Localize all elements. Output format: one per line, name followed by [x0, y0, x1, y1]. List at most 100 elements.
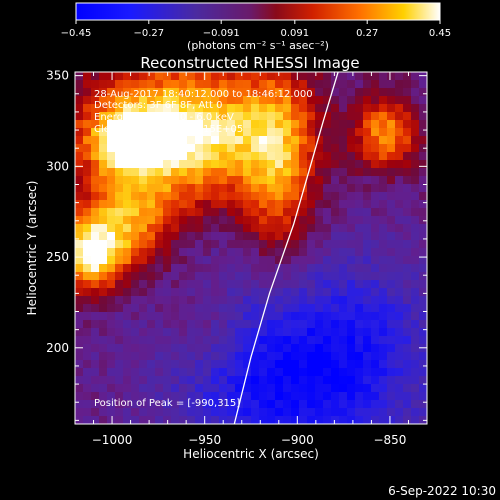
heatmap-cell	[99, 160, 108, 169]
heatmap-cell	[155, 160, 164, 169]
heatmap-cell	[131, 248, 140, 257]
heatmap-cell	[291, 88, 300, 97]
heatmap-cell	[243, 400, 252, 409]
heatmap-cell	[251, 208, 260, 217]
heatmap-cell	[219, 280, 228, 289]
heatmap-cell	[363, 392, 372, 401]
heatmap-cell	[299, 296, 308, 305]
heatmap-cell	[347, 88, 356, 97]
heatmap-cell	[419, 184, 427, 193]
heatmap-cell	[171, 280, 180, 289]
heatmap-cell	[131, 240, 140, 249]
heatmap-cell	[411, 296, 420, 305]
heatmap-cell	[227, 400, 236, 409]
heatmap-cell	[315, 320, 324, 329]
heatmap-cell	[339, 328, 348, 337]
heatmap-cell	[347, 264, 356, 273]
heatmap-cell	[243, 72, 252, 81]
heatmap-cell	[339, 104, 348, 113]
heatmap-cell	[243, 256, 252, 265]
heatmap-cell	[347, 320, 356, 329]
heatmap-cell	[243, 296, 252, 305]
heatmap-cell	[275, 368, 284, 377]
heatmap-cell	[171, 128, 180, 137]
heatmap-cell	[171, 120, 180, 129]
heatmap-cell	[203, 104, 212, 113]
heatmap-cell	[235, 416, 244, 424]
heatmap-cell	[411, 200, 420, 209]
heatmap-cell	[195, 184, 204, 193]
heatmap-cell	[227, 168, 236, 177]
heatmap-cell	[179, 416, 188, 424]
heatmap-cell	[211, 80, 220, 89]
heatmap-cell	[115, 88, 124, 97]
heatmap-cell	[275, 240, 284, 249]
heatmap-cell	[307, 376, 316, 385]
heatmap-cell	[395, 288, 404, 297]
heatmap-cell	[331, 320, 340, 329]
heatmap-cell	[419, 312, 427, 321]
heatmap-cell	[307, 272, 316, 281]
heatmap-cell	[275, 360, 284, 369]
heatmap-cell	[411, 376, 420, 385]
heatmap-cell	[283, 272, 292, 281]
heatmap-cell	[403, 208, 412, 217]
heatmap-cell	[99, 168, 108, 177]
heatmap-cell	[395, 136, 404, 145]
heatmap-cell	[243, 328, 252, 337]
heatmap-cell	[99, 224, 108, 233]
heatmap-cell	[163, 408, 172, 417]
heatmap-cell	[155, 360, 164, 369]
heatmap-cell	[267, 136, 276, 145]
heatmap-cell	[123, 392, 132, 401]
heatmap-cell	[299, 352, 308, 361]
heatmap-cell	[171, 240, 180, 249]
heatmap-cell	[187, 296, 196, 305]
heatmap-cell	[291, 400, 300, 409]
heatmap-cell	[379, 168, 388, 177]
heatmap-cell	[179, 408, 188, 417]
heatmap-cell	[267, 232, 276, 241]
heatmap-cell	[195, 216, 204, 225]
heatmap-cell	[91, 416, 100, 424]
heatmap-cell	[203, 328, 212, 337]
heatmap-cell	[411, 408, 420, 417]
heatmap-cell	[315, 280, 324, 289]
heatmap-cell	[195, 408, 204, 417]
heatmap-cell	[395, 88, 404, 97]
heatmap-cell	[115, 168, 124, 177]
heatmap-cell	[267, 368, 276, 377]
heatmap-cell	[163, 296, 172, 305]
heatmap-cell	[147, 184, 156, 193]
heatmap-cell	[195, 336, 204, 345]
heatmap-cell	[363, 352, 372, 361]
heatmap-cell	[227, 136, 236, 145]
heatmap-cell	[107, 320, 116, 329]
heatmap-cell	[147, 128, 156, 137]
heatmap-cell	[163, 288, 172, 297]
heatmap-cell	[251, 104, 260, 113]
heatmap-cell	[123, 320, 132, 329]
heatmap-cell	[235, 216, 244, 225]
heatmap-cell	[299, 208, 308, 217]
heatmap-cell	[195, 72, 204, 81]
heatmap-cell	[243, 344, 252, 353]
heatmap-cell	[219, 240, 228, 249]
heatmap-cell	[75, 192, 84, 201]
heatmap-cell	[379, 384, 388, 393]
heatmap-cell	[227, 288, 236, 297]
heatmap-cell	[419, 160, 427, 169]
heatmap-cell	[163, 248, 172, 257]
heatmap-cell	[131, 288, 140, 297]
heatmap-cell	[195, 120, 204, 129]
heatmap-cell	[323, 296, 332, 305]
heatmap-cell	[227, 384, 236, 393]
heatmap-cell	[243, 312, 252, 321]
heatmap-cell	[91, 120, 100, 129]
heatmap-cell	[131, 216, 140, 225]
heatmap-cell	[211, 120, 220, 129]
heatmap-cell	[395, 264, 404, 273]
heatmap-cell	[131, 200, 140, 209]
heatmap-cell	[379, 400, 388, 409]
heatmap-cell	[91, 360, 100, 369]
